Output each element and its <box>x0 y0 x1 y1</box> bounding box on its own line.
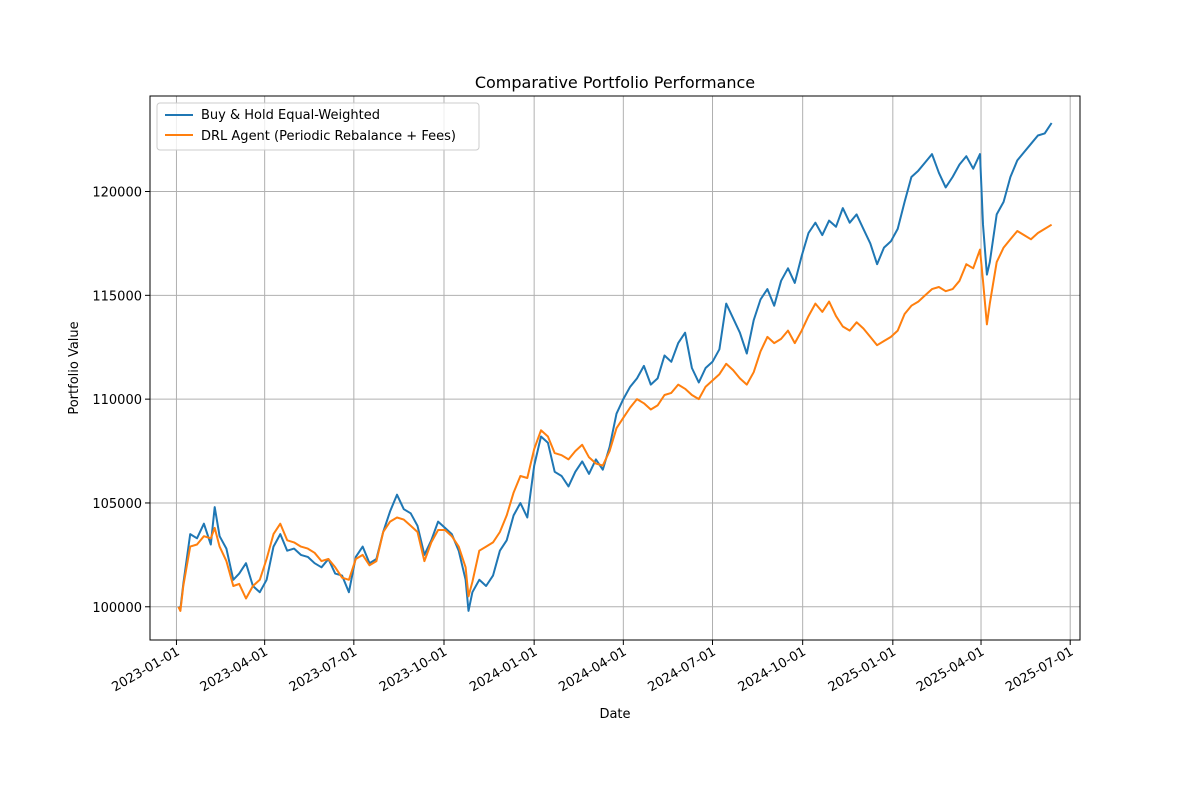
y-tick-label: 110000 <box>92 393 142 408</box>
plot-area-frame <box>149 95 1081 641</box>
legend: Buy & Hold Equal-Weighted DRL Agent (Per… <box>156 102 480 151</box>
y-tick-label: 115000 <box>92 289 142 304</box>
y-tick-label: 105000 <box>92 497 142 512</box>
series-line-1 <box>177 223 1053 612</box>
chart-title: Comparative Portfolio Performance <box>475 73 755 92</box>
series-lines <box>177 122 1053 612</box>
grid <box>150 96 1080 640</box>
y-axis-ticks: 100000 105000 110000 115000 120000 <box>92 186 150 616</box>
x-axis-label: Date <box>599 707 630 722</box>
legend-label-buy-hold: Buy & Hold Equal-Weighted <box>201 108 380 123</box>
series-line-0 <box>177 122 1053 612</box>
y-tick-label: 100000 <box>92 601 142 616</box>
y-tick-label: 120000 <box>92 186 142 201</box>
legend-box <box>156 102 480 151</box>
y-axis-label: Portfolio Value <box>67 321 82 414</box>
legend-label-drl-agent: DRL Agent (Periodic Rebalance + Fees) <box>201 129 456 144</box>
